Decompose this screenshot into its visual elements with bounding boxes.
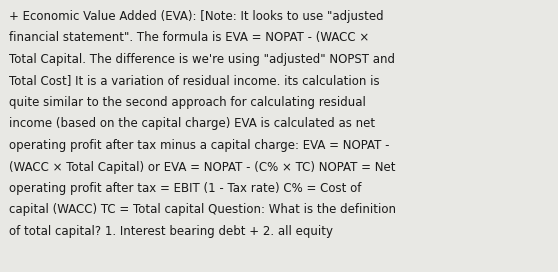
- Text: + Economic Value Added (EVA): [Note: It looks to use "adjusted: + Economic Value Added (EVA): [Note: It …: [9, 10, 384, 23]
- Text: operating profit after tax = EBIT (1 - Tax rate) C% = Cost of: operating profit after tax = EBIT (1 - T…: [9, 182, 362, 195]
- Text: Total Cost] It is a variation of residual income. its calculation is: Total Cost] It is a variation of residua…: [9, 75, 379, 88]
- Text: income (based on the capital charge) EVA is calculated as net: income (based on the capital charge) EVA…: [9, 118, 375, 131]
- Text: financial statement". The formula is EVA = NOPAT - (WACC ×: financial statement". The formula is EVA…: [9, 32, 369, 45]
- Text: Total Capital. The difference is we're using "adjusted" NOPST and: Total Capital. The difference is we're u…: [9, 53, 395, 66]
- Text: capital (WACC) TC = Total capital Question: What is the definition: capital (WACC) TC = Total capital Questi…: [9, 203, 396, 217]
- Text: operating profit after tax minus a capital charge: EVA = NOPAT -: operating profit after tax minus a capit…: [9, 139, 389, 152]
- Text: of total capital? 1. Interest bearing debt + 2. all equity: of total capital? 1. Interest bearing de…: [9, 225, 333, 238]
- Text: quite similar to the second approach for calculating residual: quite similar to the second approach for…: [9, 96, 366, 109]
- Text: (WACC × Total Capital) or EVA = NOPAT - (C% × TC) NOPAT = Net: (WACC × Total Capital) or EVA = NOPAT - …: [9, 160, 396, 174]
